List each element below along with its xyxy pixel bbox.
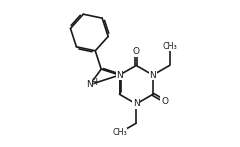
Text: O: O xyxy=(161,97,168,106)
Text: N: N xyxy=(150,71,156,80)
Text: H: H xyxy=(91,78,97,87)
Text: O: O xyxy=(133,47,140,56)
Text: CH₃: CH₃ xyxy=(162,42,177,51)
Text: N: N xyxy=(86,80,93,89)
Text: CH₃: CH₃ xyxy=(112,128,127,137)
Text: N: N xyxy=(116,71,123,80)
Text: N: N xyxy=(133,99,140,108)
